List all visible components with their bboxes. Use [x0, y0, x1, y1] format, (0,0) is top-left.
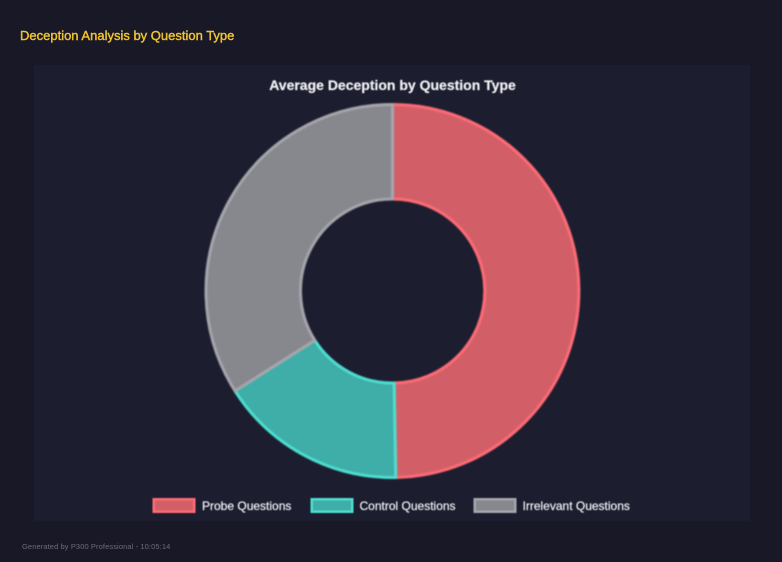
svg-text:Average Deception by Question: Average Deception by Question Type — [269, 77, 516, 93]
svg-text:Probe Questions: Probe Questions — [202, 499, 291, 513]
svg-text:Irrelevant Questions: Irrelevant Questions — [523, 499, 630, 513]
svg-text:Control Questions: Control Questions — [360, 499, 456, 513]
